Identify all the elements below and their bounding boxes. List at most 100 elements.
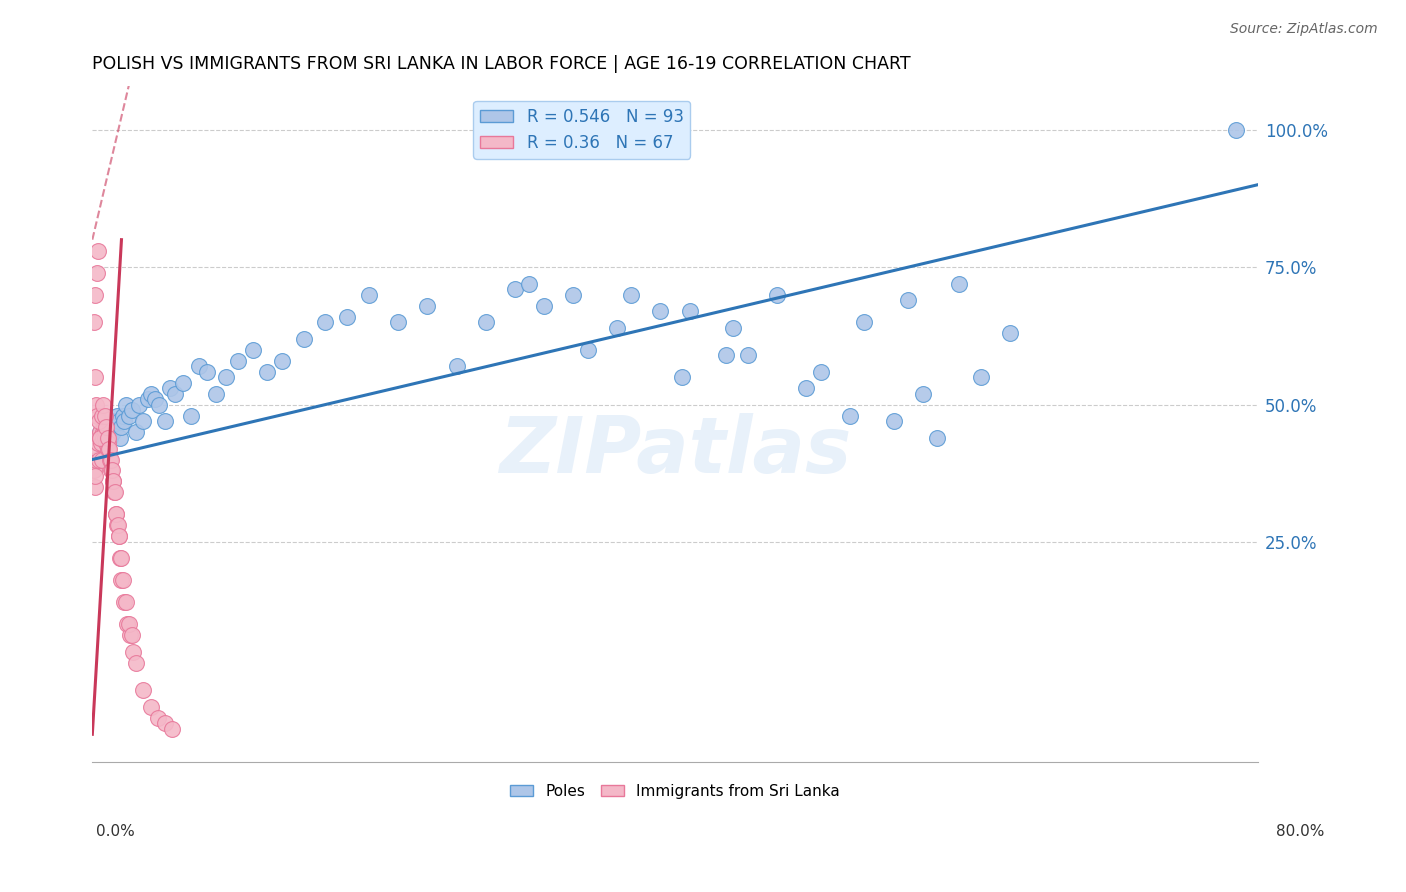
Point — [83, 463, 105, 477]
Point — [172, 376, 194, 390]
Point — [87, 436, 110, 450]
Point — [737, 348, 759, 362]
Point — [650, 304, 672, 318]
Point — [94, 430, 117, 444]
Point — [107, 414, 129, 428]
Point — [671, 370, 693, 384]
Point — [101, 475, 124, 489]
Point — [606, 320, 628, 334]
Point — [118, 617, 141, 632]
Text: POLISH VS IMMIGRANTS FROM SRI LANKA IN LABOR FORCE | AGE 16-19 CORRELATION CHART: POLISH VS IMMIGRANTS FROM SRI LANKA IN L… — [93, 55, 911, 73]
Point — [89, 430, 111, 444]
Point — [226, 353, 249, 368]
Point — [89, 425, 111, 439]
Point — [84, 452, 107, 467]
Point — [89, 425, 111, 439]
Text: ZIPatlas: ZIPatlas — [499, 413, 851, 489]
Point — [98, 430, 121, 444]
Point — [519, 277, 541, 291]
Point — [93, 425, 115, 439]
Point — [359, 287, 381, 301]
Point — [139, 699, 162, 714]
Point — [104, 485, 127, 500]
Point — [101, 425, 124, 439]
Point — [153, 414, 176, 428]
Point — [90, 430, 112, 444]
Legend: Poles, Immigrants from Sri Lanka: Poles, Immigrants from Sri Lanka — [505, 778, 846, 805]
Point — [108, 529, 131, 543]
Point — [111, 574, 134, 588]
Point — [139, 386, 162, 401]
Point — [838, 409, 860, 423]
Point — [416, 299, 439, 313]
Point — [107, 518, 129, 533]
Point — [91, 398, 114, 412]
Point — [103, 485, 125, 500]
Point — [853, 315, 876, 329]
Point — [87, 244, 110, 258]
Point — [97, 425, 120, 439]
Point — [91, 436, 114, 450]
Point — [620, 287, 643, 301]
Point — [86, 266, 108, 280]
Text: 0.0%: 0.0% — [96, 824, 135, 838]
Point — [96, 419, 118, 434]
Point — [86, 442, 108, 456]
Point — [93, 425, 115, 439]
Point — [117, 617, 139, 632]
Point — [180, 409, 202, 423]
Point — [110, 574, 132, 588]
Point — [112, 414, 135, 428]
Point — [205, 386, 228, 401]
Point — [104, 419, 127, 434]
Point — [766, 287, 789, 301]
Point — [114, 398, 136, 412]
Point — [100, 419, 122, 434]
Point — [562, 287, 585, 301]
Point — [810, 365, 832, 379]
Point — [86, 430, 108, 444]
Point — [132, 683, 155, 698]
Point — [1225, 122, 1247, 136]
Point — [159, 381, 181, 395]
Point — [83, 480, 105, 494]
Point — [120, 628, 142, 642]
Point — [314, 315, 336, 329]
Point — [948, 277, 970, 291]
Point — [90, 452, 112, 467]
Point — [97, 436, 120, 450]
Point — [87, 414, 110, 428]
Point — [93, 419, 115, 434]
Point — [256, 365, 278, 379]
Point — [105, 409, 128, 423]
Point — [97, 442, 120, 456]
Point — [112, 595, 135, 609]
Point — [96, 430, 118, 444]
Point — [121, 403, 143, 417]
Point — [86, 409, 108, 423]
Point — [153, 716, 176, 731]
Point — [678, 304, 700, 318]
Point — [121, 628, 143, 642]
Point — [96, 436, 118, 450]
Point — [197, 365, 219, 379]
Point — [110, 551, 132, 566]
Point — [98, 442, 121, 456]
Point — [83, 370, 105, 384]
Point — [794, 381, 817, 395]
Point — [114, 595, 136, 609]
Point — [100, 463, 122, 477]
Point — [100, 452, 122, 467]
Point — [533, 299, 555, 313]
Point — [105, 518, 128, 533]
Point — [101, 463, 124, 477]
Point — [94, 419, 117, 434]
Point — [897, 293, 920, 307]
Point — [91, 430, 114, 444]
Point — [122, 645, 145, 659]
Point — [242, 343, 264, 357]
Point — [108, 430, 131, 444]
Point — [103, 475, 125, 489]
Point — [93, 409, 115, 423]
Point — [911, 386, 934, 401]
